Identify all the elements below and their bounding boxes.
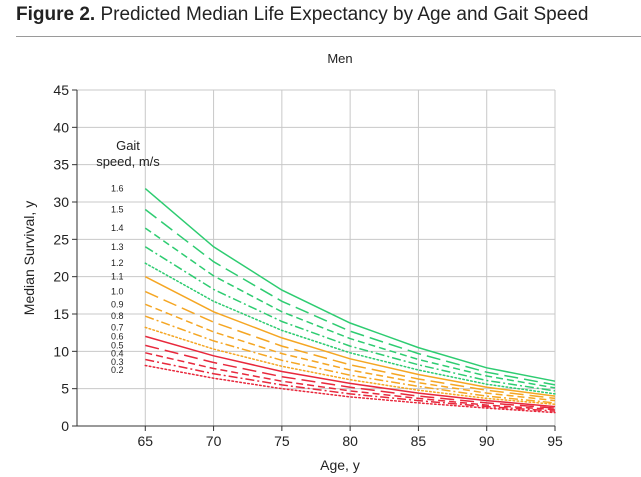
series-line-1-2 [144,262,556,395]
series-label: 0.6 [111,331,124,341]
series-label: 0.8 [111,311,124,321]
series-label: 1.2 [111,258,124,268]
series-line-0-2 [144,364,556,414]
series-label: 1.6 [111,184,124,194]
figure-caption: Predicted Median Life Expectancy by Age … [100,4,589,25]
y-tick-label: 0 [61,418,69,434]
series-label: 1.3 [111,242,124,252]
series-line-1-1 [144,276,556,397]
series-label: 0.7 [111,322,124,332]
y-tick-label: 20 [53,269,69,285]
y-tick-label: 15 [53,306,69,322]
figure-heading: Figure 2. Predicted Median Life Expectan… [16,4,588,26]
x-tick-label: 95 [547,433,563,449]
y-axis-label: Median Survival, y [21,201,37,315]
x-tick-label: 90 [479,433,495,449]
chart-grid [77,89,556,426]
series-label: 0.5 [111,340,124,350]
series-label: 0.9 [111,299,124,309]
series-label: 1.0 [111,287,124,297]
x-tick-label: 85 [411,433,427,449]
series-line-0-7 [144,326,556,406]
series-label: 0.4 [111,349,124,359]
y-tick-label: 45 [53,82,69,98]
series-line-0-4 [145,352,556,411]
series-label: 0.2 [111,365,124,375]
y-tick-label: 30 [53,194,69,210]
series-line-1-6 [144,188,556,382]
series-line-1-5 [144,208,556,386]
heading-rule [16,36,641,37]
series-line-1-4 [144,227,556,389]
y-tick-label: 25 [53,231,69,247]
series-line-0-8 [145,315,556,404]
x-axis-label: Age, y [320,457,360,473]
x-tick-label: 75 [274,433,290,449]
legend-title: Gait [116,138,140,153]
legend-title: speed, m/s [96,154,160,169]
series-label: 1.4 [111,223,124,233]
series-label: 0.3 [111,357,124,367]
series-line-0-9 [145,303,556,402]
series-line-0-3 [145,358,556,412]
y-tick-label: 5 [61,381,69,397]
series-label: 1.1 [111,272,124,282]
y-tick-label: 35 [53,157,69,173]
y-tick-label: 10 [53,343,69,359]
y-tick-label: 40 [53,119,69,135]
x-tick-label: 65 [137,433,153,449]
series-line-0-5 [145,344,556,409]
chart-series-lines [144,188,556,414]
chart-title: Men [327,51,352,66]
x-tick-label: 70 [206,433,222,449]
x-tick-label: 80 [342,433,358,449]
series-line-0-6 [145,335,556,408]
chart-axes: 0 5 10 15 20 25 30 35 40 45 65 70 75 80 85 90 95 [53,82,563,449]
figure-label: Figure 2. [16,4,96,25]
series-label: 1.5 [111,205,124,215]
series-line-1-3 [144,246,556,392]
